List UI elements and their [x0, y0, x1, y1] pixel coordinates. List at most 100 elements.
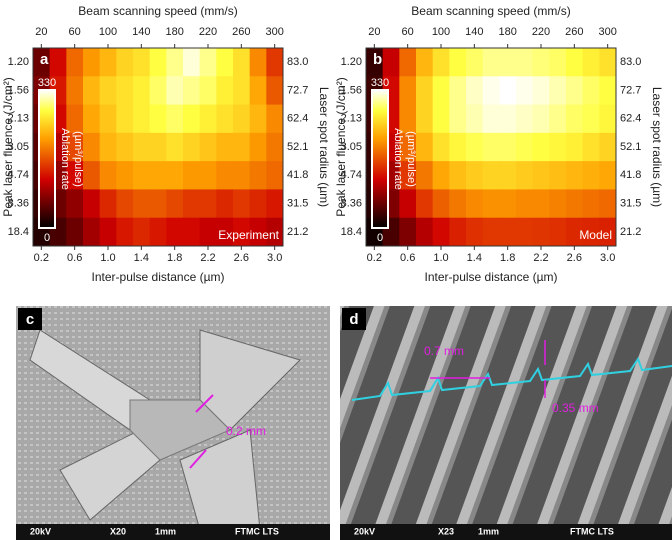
cell	[83, 217, 101, 247]
cell	[432, 48, 450, 77]
y2-label: Laser spot radius (µm)	[650, 87, 664, 207]
cell	[482, 161, 500, 190]
cell	[499, 76, 517, 106]
cell	[183, 132, 201, 162]
cell	[116, 132, 134, 162]
title: Beam scanning speed (mm/s)	[78, 4, 237, 18]
cell	[166, 132, 184, 162]
cell	[116, 189, 134, 219]
y-tick-label: 3.05	[341, 141, 362, 153]
x2-tick-label: 0.2	[34, 252, 49, 264]
x-tick-label: 140	[132, 26, 150, 38]
cell	[549, 132, 567, 162]
cell	[449, 132, 467, 162]
x-label: Inter-pulse distance (µm)	[425, 270, 558, 284]
cell	[166, 76, 184, 106]
cell	[83, 189, 101, 219]
cell	[83, 161, 101, 190]
sem-image-d: d 0.7 mm 0.35 mm 20kV X23 1mm FTMC LTS	[340, 306, 672, 540]
x2-tick-label: 1.0	[433, 252, 448, 264]
cell	[166, 104, 184, 134]
cell	[66, 76, 84, 106]
y-tick-label: 1.56	[8, 84, 29, 96]
panel-label: c	[26, 311, 34, 328]
cell	[449, 76, 467, 106]
cell	[116, 161, 134, 190]
cell	[133, 76, 151, 106]
x-tick-label: 300	[598, 26, 616, 38]
cell	[166, 189, 184, 219]
cell	[416, 217, 434, 247]
cell	[466, 161, 484, 190]
cell	[432, 104, 450, 134]
cell	[482, 104, 500, 134]
cell	[566, 104, 584, 134]
cell	[233, 132, 251, 162]
title: Beam scanning speed (mm/s)	[411, 4, 570, 18]
cell	[183, 217, 201, 247]
x2-tick-label: 0.6	[67, 252, 82, 264]
cell	[466, 217, 484, 247]
cell	[149, 104, 167, 134]
cell	[66, 48, 84, 77]
charts: Beam scanning speed (mm/s) Inter-pulse di…	[1, 4, 664, 284]
x2-tick-label: 2.2	[533, 252, 548, 264]
cell	[432, 217, 450, 247]
cell	[399, 48, 417, 77]
cell	[532, 76, 550, 106]
y2-tick-label: 83.0	[287, 56, 308, 68]
x2-tick-label: 1.8	[167, 252, 182, 264]
cell	[266, 132, 284, 162]
cell	[199, 48, 217, 77]
cell	[249, 217, 267, 247]
x2-tick-label: 2.6	[234, 252, 249, 264]
cell	[549, 189, 567, 219]
y2-tick-label: 72.7	[620, 84, 641, 96]
cell	[582, 189, 600, 219]
cell	[566, 189, 584, 219]
cell	[183, 104, 201, 134]
cell	[549, 104, 567, 134]
cell	[499, 48, 517, 77]
cell	[416, 104, 434, 134]
cell	[599, 161, 617, 190]
colorbar	[371, 89, 389, 229]
cell	[499, 161, 517, 190]
x2-tick-label: 3.0	[600, 252, 615, 264]
scale-label: 0.35 mm	[552, 401, 599, 415]
cell	[499, 189, 517, 219]
cell	[249, 161, 267, 190]
cell	[516, 76, 534, 106]
cell	[249, 104, 267, 134]
cell	[116, 48, 134, 77]
footer: 20kV	[30, 526, 51, 536]
y-tick-label: 8.36	[8, 197, 29, 209]
cell	[116, 76, 134, 106]
cell	[482, 217, 500, 247]
cell	[549, 217, 567, 247]
y2-tick-label: 52.1	[620, 141, 641, 153]
cell	[566, 132, 584, 162]
cell	[482, 132, 500, 162]
x-tick-label: 20	[368, 26, 380, 38]
colorbar-label: Ablation rate	[59, 128, 71, 190]
cell	[499, 217, 517, 247]
cell	[33, 48, 51, 77]
y2-tick-label: 21.2	[287, 226, 308, 238]
cell	[216, 189, 234, 219]
cell	[199, 104, 217, 134]
x2-tick-label: 1.4	[467, 252, 482, 264]
cell	[466, 132, 484, 162]
cell	[99, 161, 117, 190]
cell	[216, 161, 234, 190]
cell	[149, 132, 167, 162]
cell	[233, 189, 251, 219]
cell	[449, 189, 467, 219]
cell	[599, 217, 617, 247]
x-tick-label: 100	[99, 26, 117, 38]
x2-tick-label: 3.0	[267, 252, 282, 264]
cell	[582, 132, 600, 162]
cell	[99, 104, 117, 134]
cell	[582, 217, 600, 247]
cell	[449, 48, 467, 77]
